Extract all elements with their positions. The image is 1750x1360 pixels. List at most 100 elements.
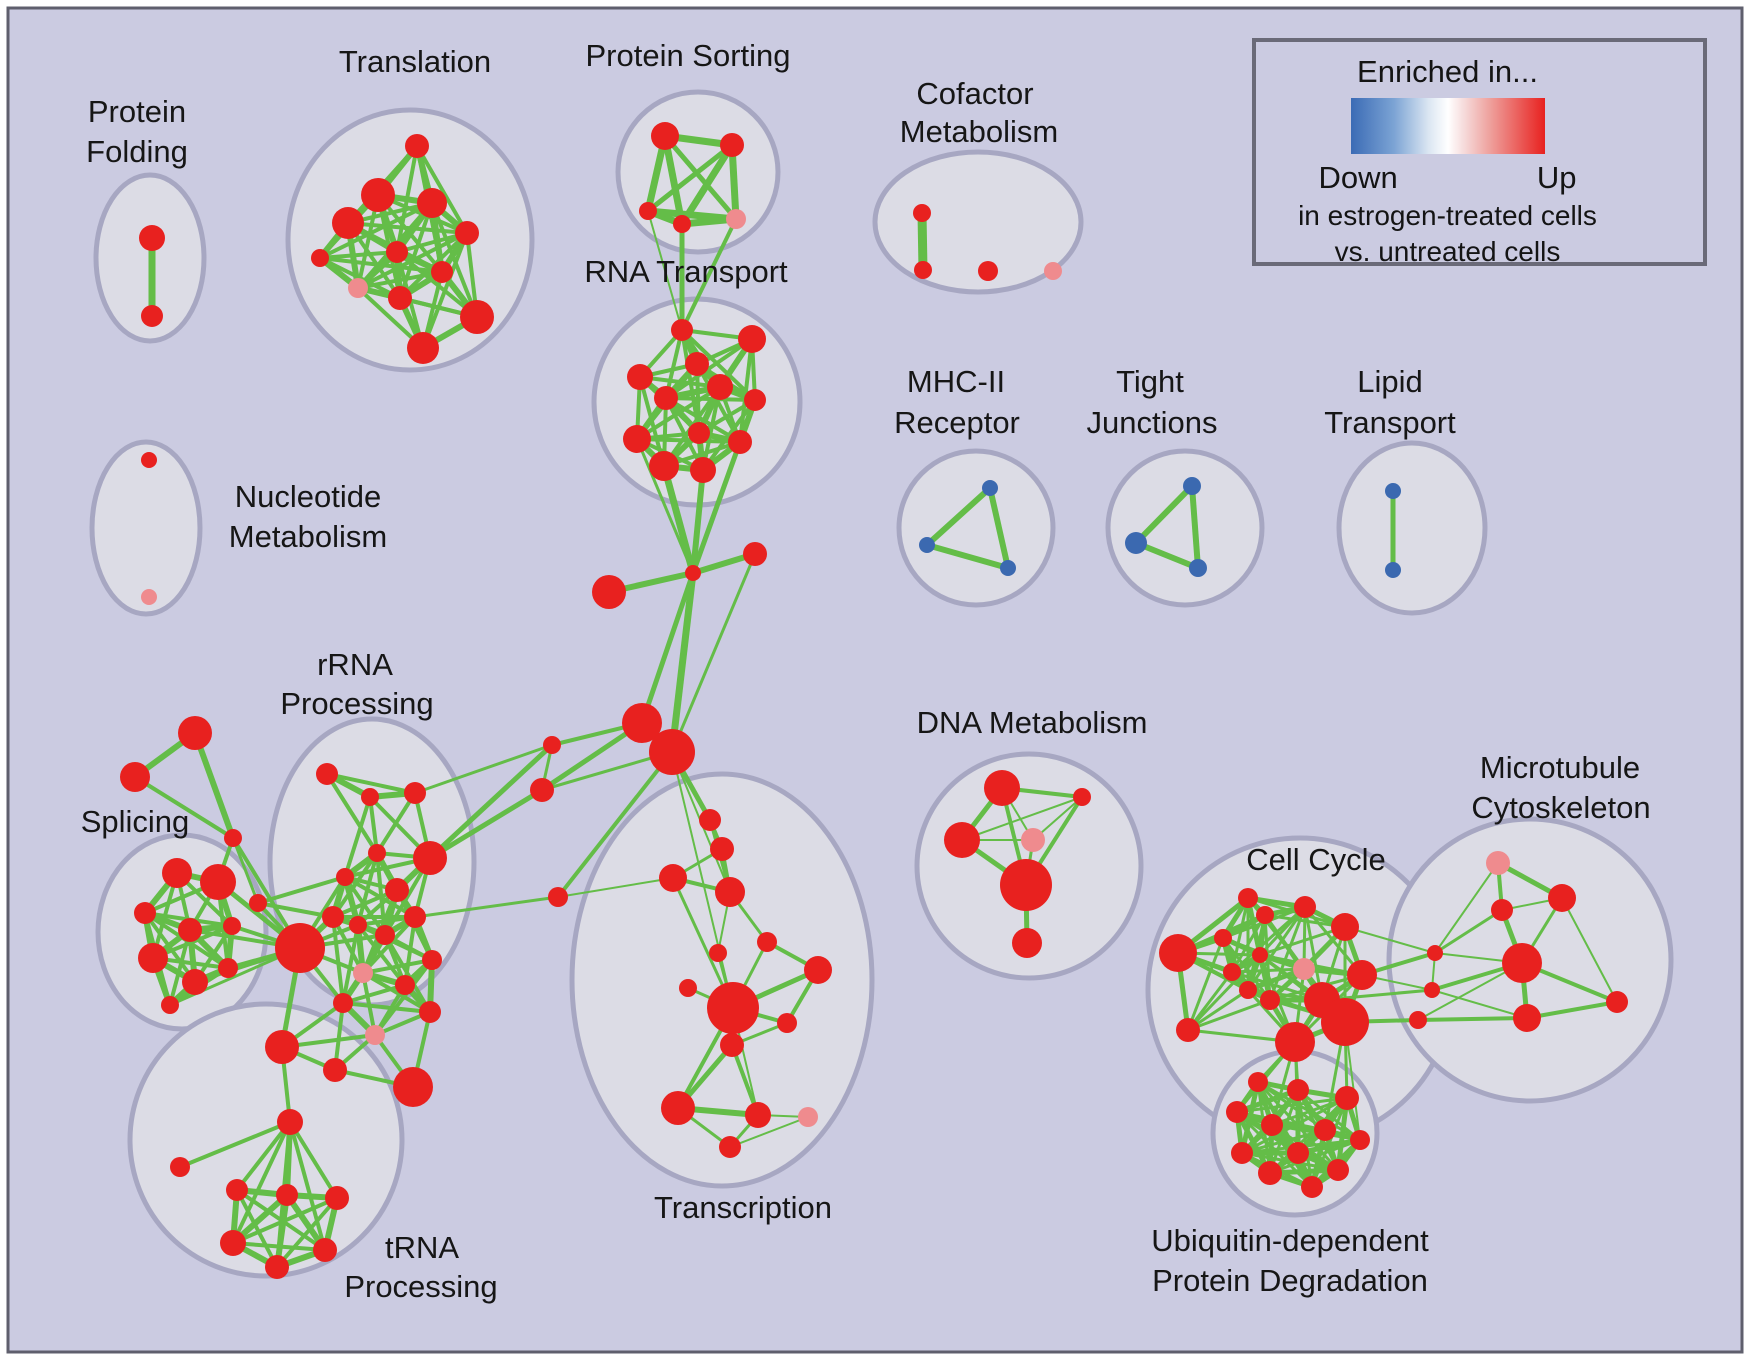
edge bbox=[924, 485, 993, 548]
edge bbox=[1133, 483, 1195, 546]
node-pink bbox=[1486, 851, 1510, 875]
edge bbox=[635, 438, 695, 574]
cluster-label-mhc: Receptor bbox=[894, 405, 1020, 440]
node-red bbox=[1331, 913, 1359, 941]
node-blue bbox=[1385, 483, 1401, 499]
node-red bbox=[1287, 1079, 1309, 1101]
cluster-label-cell_cycle: Cell Cycle bbox=[1246, 842, 1386, 877]
edge bbox=[342, 983, 406, 1005]
node-red bbox=[1073, 788, 1091, 806]
edge bbox=[1236, 1096, 1348, 1114]
node-red bbox=[745, 1102, 771, 1128]
edge bbox=[1259, 925, 1346, 957]
edge bbox=[428, 743, 554, 860]
node-red bbox=[349, 916, 367, 934]
node-red bbox=[1548, 884, 1576, 912]
node-red bbox=[659, 864, 687, 892]
node-red bbox=[548, 887, 568, 907]
node-red bbox=[200, 864, 236, 900]
node-pink bbox=[726, 209, 746, 229]
legend-content: Enriched in... Down Up in estrogen-treat… bbox=[1258, 42, 1638, 268]
node-red bbox=[685, 565, 701, 581]
legend-title: Enriched in... bbox=[1357, 54, 1538, 89]
node-red bbox=[139, 225, 165, 251]
node-red bbox=[1606, 991, 1628, 1013]
edge bbox=[663, 134, 738, 221]
node-red bbox=[336, 868, 354, 886]
cluster-label-microtubule: Microtubule bbox=[1480, 750, 1640, 785]
edge bbox=[257, 901, 334, 919]
node-red bbox=[404, 906, 426, 928]
edge bbox=[257, 875, 346, 905]
node-red bbox=[543, 736, 561, 754]
edge bbox=[1269, 1138, 1361, 1175]
node-red bbox=[323, 1058, 347, 1082]
node-red bbox=[395, 975, 415, 995]
edge bbox=[325, 772, 379, 855]
cluster-ellipse-transcription bbox=[569, 771, 875, 1189]
edge bbox=[235, 1189, 279, 1268]
edge bbox=[660, 465, 697, 574]
node-red bbox=[1513, 1004, 1541, 1032]
edge bbox=[680, 218, 738, 331]
edge bbox=[690, 441, 743, 574]
cluster-label-tight: Junctions bbox=[1087, 405, 1218, 440]
cluster-ellipse-nucleotide bbox=[89, 439, 203, 617]
cluster-label-splicing: Splicing bbox=[81, 804, 190, 839]
node-red bbox=[220, 1230, 246, 1256]
edge bbox=[961, 796, 1083, 841]
node-red bbox=[455, 221, 479, 245]
node-red bbox=[413, 841, 447, 875]
node-red bbox=[710, 837, 734, 861]
edge bbox=[1187, 988, 1249, 1032]
node-red bbox=[1287, 1142, 1309, 1164]
node-red bbox=[651, 122, 679, 150]
node-red bbox=[361, 788, 379, 806]
node-red bbox=[1248, 1072, 1268, 1092]
cluster-label-tight: Tight bbox=[1116, 364, 1184, 399]
edge bbox=[557, 877, 674, 898]
legend-down-label: Down bbox=[1318, 160, 1398, 195]
edge bbox=[232, 1196, 338, 1245]
edge bbox=[1526, 1000, 1618, 1020]
node-blue bbox=[1125, 532, 1147, 554]
edge bbox=[319, 250, 398, 260]
edge bbox=[342, 1001, 431, 1014]
edge bbox=[430, 202, 479, 318]
edge bbox=[670, 553, 757, 753]
node-pink bbox=[141, 589, 157, 605]
cluster-label-cofactor: Metabolism bbox=[900, 114, 1059, 149]
edge bbox=[192, 731, 236, 840]
node-red bbox=[161, 996, 179, 1014]
edge bbox=[1431, 989, 1528, 1019]
node-red bbox=[388, 286, 412, 310]
cluster-label-translation: Translation bbox=[339, 44, 491, 79]
edge bbox=[556, 750, 674, 899]
cluster-label-rna_transport: RNA Transport bbox=[584, 254, 788, 289]
node-pink bbox=[1044, 262, 1062, 280]
node-red bbox=[404, 782, 426, 804]
edge bbox=[231, 1121, 292, 1244]
node-red bbox=[622, 703, 662, 743]
node-pink bbox=[365, 1025, 385, 1045]
cluster-label-rrna: rRNA bbox=[317, 647, 393, 682]
node-red bbox=[627, 364, 653, 390]
edge bbox=[540, 720, 644, 793]
cluster-label-protein_sorting: Protein Sorting bbox=[585, 38, 790, 73]
node-red bbox=[311, 249, 329, 267]
cluster-label-protein_folding: Folding bbox=[86, 134, 188, 169]
edge bbox=[288, 1121, 327, 1251]
node-red bbox=[592, 575, 626, 609]
node-red bbox=[1176, 1018, 1200, 1042]
edge bbox=[375, 791, 417, 855]
node-red bbox=[313, 1238, 337, 1262]
edge bbox=[680, 328, 757, 402]
node-red bbox=[1159, 934, 1197, 972]
node-red bbox=[530, 778, 554, 802]
node-red bbox=[141, 452, 157, 468]
node-red bbox=[719, 1136, 741, 1158]
cluster-label-nucleotide: Metabolism bbox=[229, 519, 388, 554]
cluster-label-ubiquitin: Protein Degradation bbox=[1152, 1263, 1428, 1298]
node-red bbox=[707, 982, 759, 1034]
